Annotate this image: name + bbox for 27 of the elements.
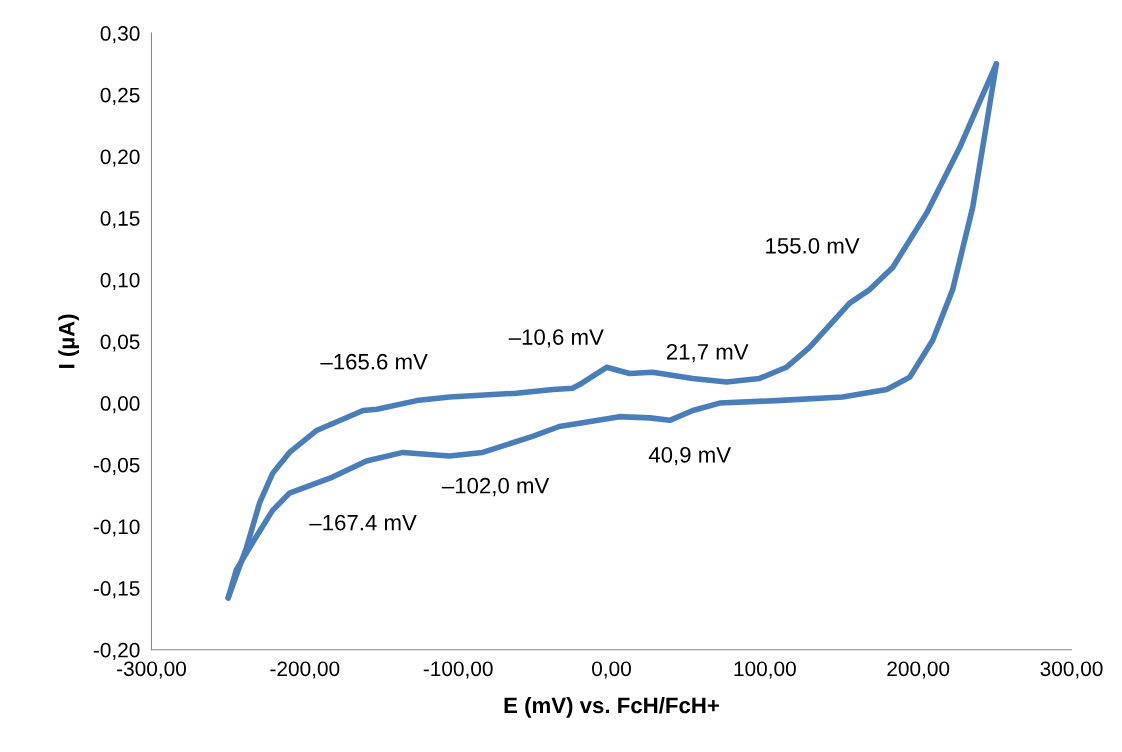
y-tick-label: -0,20 bbox=[93, 642, 140, 660]
y-tick-label: 0,00 bbox=[100, 396, 140, 414]
x-axis-title: E (mV) vs. FcH/FcH+ bbox=[504, 696, 719, 718]
y-tick-label: 0,20 bbox=[100, 149, 140, 167]
y-tick-label: -0,10 bbox=[93, 519, 140, 537]
y-tick-label: 0,30 bbox=[100, 26, 140, 44]
x-tick-label: 300,00 bbox=[1040, 661, 1103, 679]
y-tick-label: -0,15 bbox=[93, 581, 140, 599]
y-tick-label: -0,05 bbox=[93, 457, 140, 475]
y-tick-label: 0,15 bbox=[100, 211, 140, 229]
annotation: –10,6 mV bbox=[508, 329, 604, 348]
y-tick-label: 0,25 bbox=[100, 87, 140, 105]
annotation: 155.0 mV bbox=[766, 237, 860, 254]
x-tick-label: 100,00 bbox=[734, 661, 796, 679]
x-tick-label: -300,00 bbox=[117, 661, 186, 679]
annotation: 21,7 mV bbox=[666, 343, 749, 363]
y-tick-label: 0,10 bbox=[100, 272, 140, 290]
annotation: –102,0 mV bbox=[441, 477, 550, 497]
x-tick-label: 200,00 bbox=[887, 661, 950, 679]
y-tick-label: 0,05 bbox=[100, 334, 140, 352]
annotation: –167.4 mV bbox=[309, 514, 417, 531]
x-tick-label: -100,00 bbox=[423, 661, 493, 679]
annotation: –165.6 mV bbox=[320, 353, 428, 370]
x-tick-label: -200,00 bbox=[270, 661, 340, 679]
y-axis-title: I (µA) bbox=[58, 314, 79, 368]
annotation: 40,9 mV bbox=[648, 446, 731, 466]
x-tick-label: 0,00 bbox=[592, 661, 631, 679]
